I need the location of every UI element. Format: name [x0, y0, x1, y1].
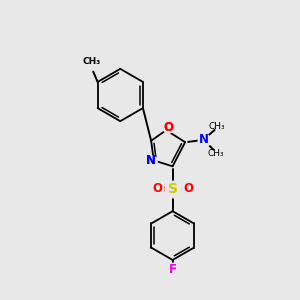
- Text: O: O: [163, 121, 173, 134]
- Text: O: O: [163, 121, 173, 134]
- Text: N: N: [146, 154, 156, 167]
- Text: CH₃: CH₃: [208, 122, 225, 131]
- Text: N: N: [199, 133, 208, 146]
- Text: N: N: [146, 154, 156, 167]
- Text: CH₃: CH₃: [82, 57, 101, 66]
- Text: F: F: [169, 263, 177, 276]
- Text: O: O: [183, 182, 193, 194]
- Text: S: S: [168, 182, 178, 197]
- Text: CH₃: CH₃: [207, 149, 224, 158]
- Text: O: O: [152, 182, 162, 194]
